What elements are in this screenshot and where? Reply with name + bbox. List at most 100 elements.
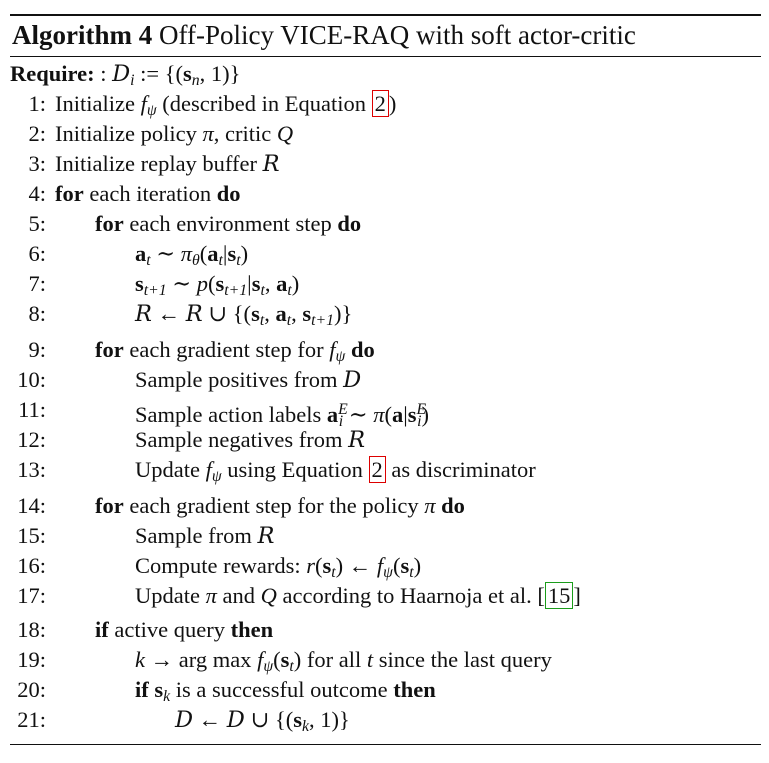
algorithm-line-4: 4: for each iteration do <box>10 180 240 208</box>
algorithm-caption: Algorithm 4 Off-Policy VICE-RAQ with sof… <box>12 16 636 54</box>
math: R ← R ∪ {(st, at, st+1)} <box>135 301 353 329</box>
algorithm-line-3: 3: Initialize replay buffer R <box>10 150 279 178</box>
math: Q <box>260 583 277 608</box>
math: at ∼ πθ(at|st) <box>135 241 249 269</box>
line-text: using Equation <box>227 457 363 482</box>
equation-link[interactable]: 2 <box>368 456 386 483</box>
keyword: do <box>350 337 375 362</box>
line-number: 14: <box>17 493 46 518</box>
line-text: for all <box>306 647 362 672</box>
keyword: do <box>441 493 465 518</box>
algorithm-line-12: 12: Sample negatives from R <box>10 426 365 454</box>
algorithm-line-16: 16: Compute rewards: r(st) ← fψ(st) <box>10 552 421 581</box>
line-number: 2: <box>28 121 46 146</box>
keyword: do <box>216 181 241 206</box>
keyword: do <box>337 211 362 236</box>
line-number: 15: <box>17 523 46 548</box>
line-number: 10: <box>17 367 46 392</box>
line-text: (described in Equation <box>162 91 366 116</box>
algorithm-title: Off-Policy VICE-RAQ with soft actor-crit… <box>158 20 636 50</box>
keyword: for <box>95 211 124 236</box>
keyword: if <box>135 677 149 702</box>
algorithm-line-17: 17: Update π and Q according to Haarnoja… <box>10 582 581 610</box>
equation-link[interactable]: 2 <box>371 90 389 117</box>
algorithm-line-19: 19: k → arg max fψ(st) for all t since t… <box>10 646 552 675</box>
line-text: Sample from <box>135 523 252 548</box>
algorithm-line-21: 21: D ← D ∪ {(sk, 1)} <box>10 706 350 735</box>
math: aEi ∼ π(a|sEi) <box>326 401 430 430</box>
math: st+1 ∼ p(st+1|st, at) <box>135 271 300 299</box>
math: r(st) ← fψ(st) <box>306 553 422 581</box>
keyword: for <box>95 337 124 362</box>
math: sk <box>154 677 171 705</box>
line-number: 20: <box>17 677 46 702</box>
algorithm-line-7: 7: st+1 ∼ p(st+1|st, at) <box>10 270 299 299</box>
citation-link[interactable]: 15 <box>544 582 574 609</box>
require-keyword: Require: <box>10 61 95 86</box>
math: R <box>348 427 366 453</box>
line-text: Initialize replay buffer <box>55 151 257 176</box>
math: π <box>205 583 217 608</box>
line-number: 19: <box>17 647 46 672</box>
algorithm-line-8: 8: R ← R ∪ {(st, at, st+1)} <box>10 300 352 329</box>
line-text: Update <box>135 583 200 608</box>
line-number: 7: <box>28 271 46 296</box>
line-text: each gradient step for <box>129 337 324 362</box>
algorithm-line-11: 11: Sample action labels aEi ∼ π(a|sEi) <box>10 396 429 430</box>
line-text: Update <box>135 457 200 482</box>
algorithm-label: Algorithm 4 <box>12 20 153 50</box>
line-number: 9: <box>28 337 46 362</box>
math: Q <box>276 121 294 146</box>
math: t <box>366 647 374 672</box>
line-number: 6: <box>28 241 46 266</box>
algorithm-line-20: 20: if sk is a successful outcome then <box>10 676 436 705</box>
math: R <box>262 151 280 177</box>
line-text: each iteration <box>89 181 212 206</box>
line-number: 4: <box>28 181 46 206</box>
math: R <box>257 523 275 549</box>
line-text: as discriminator <box>391 457 536 482</box>
line-number: 8: <box>28 301 46 326</box>
caption-rule <box>10 56 761 57</box>
line-text: is a successful outcome <box>175 677 388 702</box>
require-expression: : Di := {(sn, 1)} <box>100 61 241 89</box>
line-number: 18: <box>17 617 46 642</box>
line-text: Sample action labels <box>135 402 322 427</box>
math: fψ <box>205 457 222 485</box>
algorithm-line-1: 1: Initialize fψ (described in Equation … <box>10 90 396 119</box>
algorithm-line-18: 18: if active query then <box>10 616 273 644</box>
top-rule <box>10 14 761 16</box>
line-text: since the last query <box>378 647 552 672</box>
math: π <box>202 121 214 146</box>
math: D ← D ∪ {(sk, 1)} <box>175 707 350 735</box>
math: fψ <box>140 91 157 119</box>
math: fψ <box>329 337 346 365</box>
math: k → arg max fψ(st) <box>135 647 302 675</box>
line-text: each gradient step for the policy <box>129 493 419 518</box>
line-number: 3: <box>28 151 46 176</box>
line-number: 13: <box>17 457 46 482</box>
line-text: Sample positives from <box>135 367 338 392</box>
line-number: 5: <box>28 211 46 236</box>
bottom-rule <box>10 744 761 745</box>
line-text: Initialize policy <box>55 121 197 146</box>
line-number: 21: <box>17 707 46 732</box>
math: π <box>424 493 436 518</box>
line-number: 17: <box>17 583 46 608</box>
line-text: Initialize <box>55 91 135 116</box>
line-number: 11: <box>18 397 46 422</box>
line-text: active query <box>114 617 225 642</box>
line-text: , critic <box>213 121 272 146</box>
line-text: Sample negatives from <box>135 427 343 452</box>
algorithm-line-13: 13: Update fψ using Equation 2 as discri… <box>10 456 536 485</box>
line-number: 12: <box>17 427 46 452</box>
line-text: and <box>222 583 256 608</box>
keyword: then <box>393 677 436 702</box>
algorithm-line-5: 5: for each environment step do <box>10 210 361 238</box>
algorithm-line-14: 14: for each gradient step for the polic… <box>10 492 465 520</box>
keyword: if <box>95 617 109 642</box>
keyword: for <box>95 493 124 518</box>
algorithm-line-15: 15: Sample from R <box>10 522 274 550</box>
algorithm-line-2: 2: Initialize policy π, critic Q <box>10 120 293 148</box>
line-text: each environment step <box>129 211 332 236</box>
